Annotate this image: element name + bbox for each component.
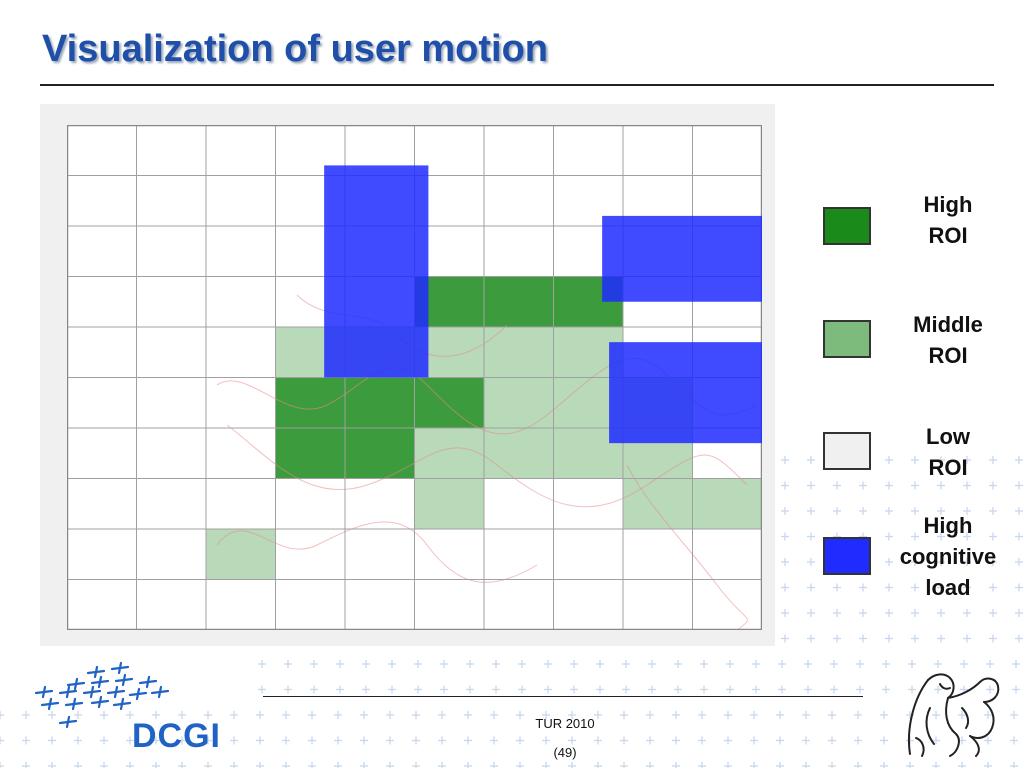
legend-label-high-roi: High ROI	[923, 192, 973, 248]
czech-lion-logo-icon	[908, 673, 1000, 757]
footer-divider	[263, 696, 863, 697]
dcgi-logo-text: DCGI	[132, 717, 221, 755]
slide-title: Visualization of user motion	[42, 28, 549, 70]
footer-course-name: TUR 2010	[535, 716, 595, 731]
legend-label-high-cognitive-load: High cognitive load	[899, 513, 997, 600]
legend-label-middle-roi: Middle ROI	[913, 312, 983, 368]
legend-swatch-low-roi	[823, 432, 871, 470]
title-divider	[40, 84, 994, 86]
legend-swatch-high-cognitive-load	[823, 537, 871, 575]
footer-page-number: (49)	[553, 745, 577, 760]
dcgi-crosses-icon	[34, 661, 170, 729]
roi-heatmap-grid	[67, 125, 762, 630]
legend-swatch-high-roi	[823, 207, 871, 245]
legend-swatch-middle-roi	[823, 320, 871, 358]
legend-label-low-roi: Low ROI	[926, 424, 970, 480]
